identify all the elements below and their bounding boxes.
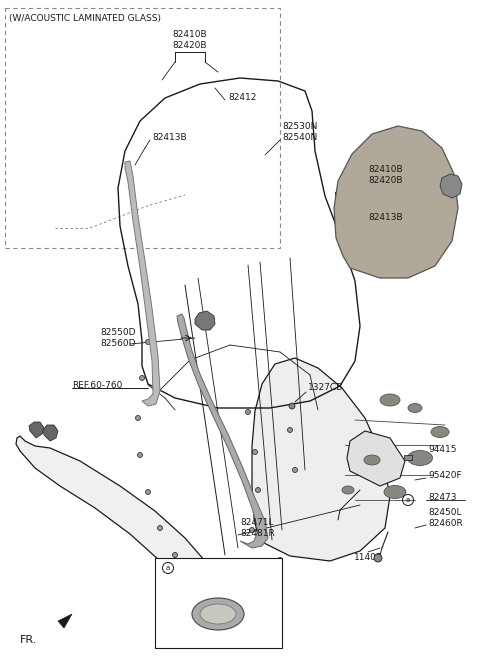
Circle shape: [245, 409, 251, 415]
Circle shape: [157, 525, 163, 531]
Ellipse shape: [380, 394, 400, 406]
Polygon shape: [43, 425, 58, 441]
Circle shape: [289, 403, 295, 409]
Text: a: a: [166, 565, 170, 571]
Bar: [404, 455, 412, 460]
Ellipse shape: [384, 485, 406, 499]
Polygon shape: [195, 311, 215, 330]
Text: 82410B
82420B: 82410B 82420B: [173, 30, 207, 50]
Text: 82450L
82460R: 82450L 82460R: [428, 508, 463, 528]
Ellipse shape: [408, 403, 422, 413]
Circle shape: [374, 554, 382, 562]
Circle shape: [135, 415, 141, 420]
Polygon shape: [29, 422, 44, 438]
Ellipse shape: [192, 598, 244, 630]
Polygon shape: [440, 174, 462, 198]
Polygon shape: [347, 431, 405, 486]
Circle shape: [145, 489, 151, 495]
Circle shape: [255, 487, 261, 493]
Text: 82471L
82481R: 82471L 82481R: [240, 518, 275, 538]
Circle shape: [252, 449, 257, 455]
Text: 1731JE: 1731JE: [180, 563, 216, 573]
Ellipse shape: [431, 426, 449, 438]
Polygon shape: [252, 358, 390, 561]
Polygon shape: [16, 436, 218, 596]
Text: 94415: 94415: [428, 445, 456, 455]
Polygon shape: [177, 314, 268, 548]
Text: 82550D
82560D: 82550D 82560D: [100, 328, 135, 348]
Circle shape: [145, 340, 151, 344]
Ellipse shape: [364, 455, 380, 465]
Text: 82413B: 82413B: [368, 213, 403, 222]
Circle shape: [250, 527, 254, 533]
Text: 82413B: 82413B: [152, 134, 187, 142]
Polygon shape: [58, 614, 72, 628]
Text: 82473: 82473: [428, 493, 456, 502]
Circle shape: [277, 558, 283, 562]
Ellipse shape: [408, 451, 432, 466]
Circle shape: [292, 468, 298, 472]
Text: a: a: [406, 497, 410, 503]
Circle shape: [288, 428, 292, 432]
Polygon shape: [195, 566, 215, 594]
Text: FR.: FR.: [20, 635, 37, 645]
Text: 82410B
82420B: 82410B 82420B: [368, 165, 403, 185]
Polygon shape: [334, 126, 458, 278]
Ellipse shape: [200, 604, 236, 624]
Circle shape: [197, 562, 203, 567]
Text: (W/ACOUSTIC LAMINATED GLASS): (W/ACOUSTIC LAMINATED GLASS): [9, 14, 161, 24]
Circle shape: [238, 567, 242, 573]
Text: 82412: 82412: [228, 94, 256, 102]
Text: 11407: 11407: [354, 554, 382, 562]
Polygon shape: [125, 161, 160, 406]
Circle shape: [172, 552, 178, 558]
Ellipse shape: [342, 486, 354, 494]
Text: 95420F: 95420F: [428, 470, 462, 480]
Text: 82530N
82540N: 82530N 82540N: [282, 122, 317, 142]
Circle shape: [137, 453, 143, 457]
Circle shape: [140, 375, 144, 380]
Polygon shape: [155, 558, 282, 648]
Text: REF.60-760: REF.60-760: [72, 380, 122, 390]
Text: 1327CB: 1327CB: [308, 384, 343, 392]
